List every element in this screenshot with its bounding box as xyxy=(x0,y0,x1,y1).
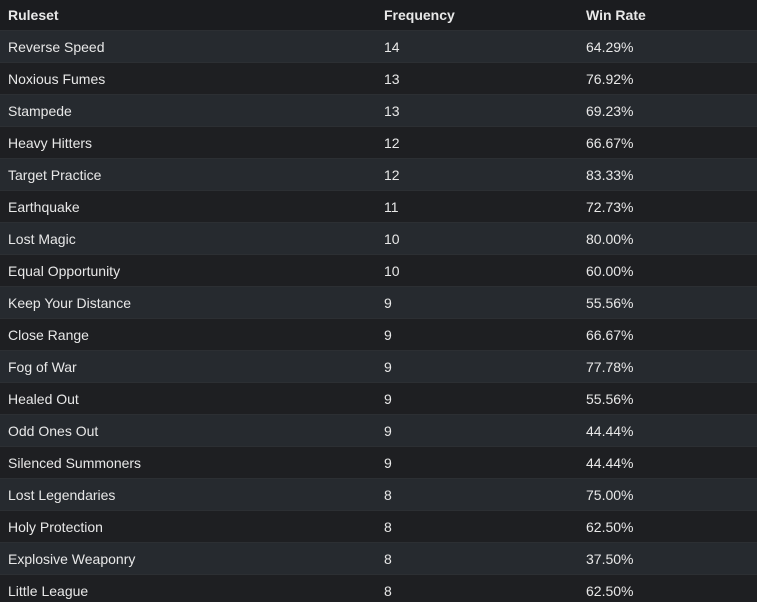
table-cell: 37.50% xyxy=(586,551,634,567)
table-row: Healed Out 9 55.56% xyxy=(0,382,757,414)
table-cell: 77.78% xyxy=(586,359,634,375)
table-cell: 12 xyxy=(384,167,400,183)
table-cell: 12 xyxy=(384,135,400,151)
table-cell: 10 xyxy=(384,231,400,247)
table-row: Lost Magic 10 80.00% xyxy=(0,222,757,254)
table-cell: Keep Your Distance xyxy=(8,295,131,311)
table-cell: 14 xyxy=(384,39,400,55)
table-row: Silenced Summoners 9 44.44% xyxy=(0,446,757,478)
table-cell: 44.44% xyxy=(586,423,634,439)
table-cell: Heavy Hitters xyxy=(8,135,93,151)
table-cell: Little League xyxy=(8,583,89,599)
table-cell: 10 xyxy=(384,263,400,279)
table-cell: 69.23% xyxy=(586,103,634,119)
table-cell: Lost Legendaries xyxy=(8,487,116,503)
table-cell: Earthquake xyxy=(8,199,80,215)
table-cell: 9 xyxy=(384,359,392,375)
table-cell: 9 xyxy=(384,295,392,311)
table-row: Noxious Fumes 13 76.92% xyxy=(0,62,757,94)
table-row: Fog of War 9 77.78% xyxy=(0,350,757,382)
table-row: Reverse Speed 14 64.29% xyxy=(0,30,757,62)
table-cell: 55.56% xyxy=(586,295,634,311)
table-row: Equal Opportunity 10 60.00% xyxy=(0,254,757,286)
table-cell: 9 xyxy=(384,423,392,439)
table-row: Little League 8 62.50% xyxy=(0,574,757,602)
table-row: Odd Ones Out 9 44.44% xyxy=(0,414,757,446)
table-cell: 66.67% xyxy=(586,327,634,343)
table-cell: Silenced Summoners xyxy=(8,455,142,471)
table-row: Heavy Hitters 12 66.67% xyxy=(0,126,757,158)
table-cell: 72.73% xyxy=(586,199,634,215)
header-cell[interactable]: Ruleset xyxy=(8,7,59,23)
table-cell: 80.00% xyxy=(586,231,634,247)
table-cell: Reverse Speed xyxy=(8,39,105,55)
table-cell: 8 xyxy=(384,583,392,599)
table-row: Keep Your Distance 9 55.56% xyxy=(0,286,757,318)
table-cell: 9 xyxy=(384,327,392,343)
table-cell: Odd Ones Out xyxy=(8,423,99,439)
table-cell: 44.44% xyxy=(586,455,634,471)
header-row: Ruleset Frequency Win Rate xyxy=(0,0,757,30)
header-cell[interactable]: Win Rate xyxy=(586,7,646,23)
table-cell: 66.67% xyxy=(586,135,634,151)
table-cell: Close Range xyxy=(8,327,89,343)
table-cell: 60.00% xyxy=(586,263,634,279)
table-cell: Noxious Fumes xyxy=(8,71,106,87)
table-cell: Target Practice xyxy=(8,167,102,183)
table-cell: 64.29% xyxy=(586,39,634,55)
table-cell: Lost Magic xyxy=(8,231,76,247)
table-cell: 62.50% xyxy=(586,583,634,599)
table-row: Close Range 9 66.67% xyxy=(0,318,757,350)
table-cell: 11 xyxy=(384,199,399,215)
table-cell: Explosive Weaponry xyxy=(8,551,136,567)
table-row: Holy Protection 8 62.50% xyxy=(0,510,757,542)
table-cell: 13 xyxy=(384,71,400,87)
table-cell: 83.33% xyxy=(586,167,634,183)
table-cell: 9 xyxy=(384,455,392,471)
table-cell: 13 xyxy=(384,103,400,119)
table-cell: Equal Opportunity xyxy=(8,263,121,279)
table-cell: 8 xyxy=(384,551,392,567)
table-cell: 62.50% xyxy=(586,519,634,535)
table-cell: Fog of War xyxy=(8,359,77,375)
table-cell: 8 xyxy=(384,487,392,503)
table-row: Target Practice 12 83.33% xyxy=(0,158,757,190)
table-cell: 8 xyxy=(384,519,392,535)
table-row: Stampede 13 69.23% xyxy=(0,94,757,126)
table-row: Lost Legendaries 8 75.00% xyxy=(0,478,757,510)
table-cell: Holy Protection xyxy=(8,519,103,535)
table-cell: Healed Out xyxy=(8,391,79,407)
table-cell: Stampede xyxy=(8,103,72,119)
table-row: Earthquake 11 72.73% xyxy=(0,190,757,222)
table-cell: 76.92% xyxy=(586,71,634,87)
table-cell: 55.56% xyxy=(586,391,634,407)
table-row: Explosive Weaponry 8 37.50% xyxy=(0,542,757,574)
header-cell[interactable]: Frequency xyxy=(384,7,455,23)
table-cell: 75.00% xyxy=(586,487,634,503)
table-cell: 9 xyxy=(384,391,392,407)
